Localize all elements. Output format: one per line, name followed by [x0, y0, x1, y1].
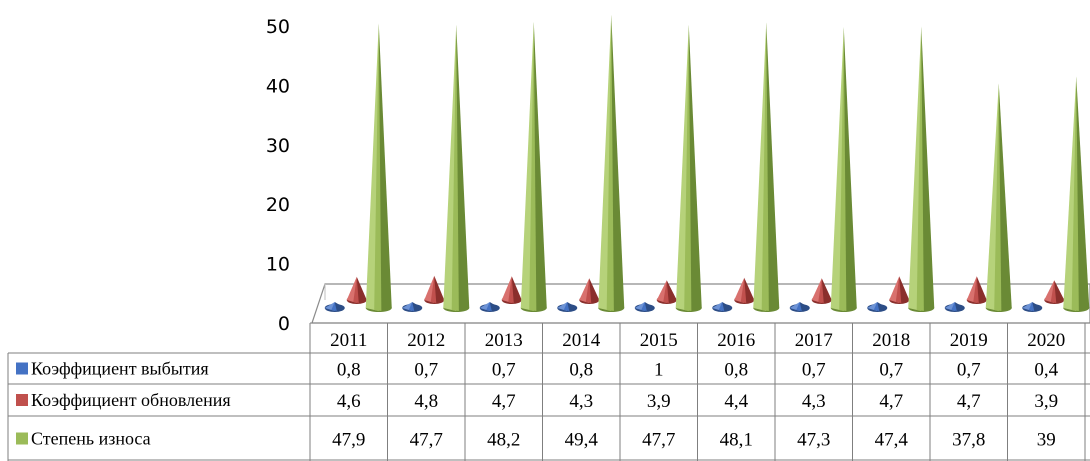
data-label: 0,7	[492, 360, 516, 381]
cone-bar	[424, 275, 445, 304]
x-tick-label: 2015	[640, 330, 678, 351]
data-label: 0,8	[724, 360, 748, 381]
cone-bar	[675, 24, 702, 312]
x-tick-label: 2011	[330, 330, 367, 351]
data-label: 4,8	[414, 391, 438, 412]
data-label: 47,4	[875, 430, 909, 451]
data-label: 0,4	[1034, 360, 1058, 381]
legend-swatch	[16, 394, 28, 406]
cone-bar	[634, 302, 655, 312]
x-tick-label: 2014	[562, 330, 601, 351]
cone-bar	[656, 280, 677, 304]
legend-label: Коэффициент обновления	[31, 390, 231, 410]
cone-bar	[712, 302, 733, 312]
cone-bar	[889, 276, 910, 304]
cone-bar	[944, 302, 965, 312]
cone-bar	[346, 276, 367, 304]
data-label: 0,7	[414, 360, 438, 381]
y-tick-label: 40	[266, 75, 290, 97]
cone-bar	[830, 27, 857, 312]
cone-bar	[365, 23, 392, 312]
data-label: 0,7	[957, 360, 981, 381]
cone-bar	[966, 276, 987, 304]
data-label: 47,7	[642, 430, 675, 451]
cone-bar	[1022, 302, 1043, 312]
plot-area	[324, 14, 1090, 312]
cone-bar	[985, 83, 1012, 312]
x-tick-label: 2019	[950, 330, 988, 351]
x-tick-label: 2018	[872, 330, 910, 351]
cone-bar	[324, 302, 345, 312]
data-label: 37,8	[952, 430, 985, 451]
data-label: 47,7	[410, 430, 443, 451]
y-tick-label: 30	[266, 135, 290, 157]
cone-bar	[1044, 280, 1065, 304]
cone-bar	[579, 278, 600, 304]
cone-bar	[867, 302, 888, 312]
cone-bar	[734, 277, 755, 304]
data-label: 48,1	[720, 430, 753, 451]
data-table: 2011 2012 2013 2014 2015 2016 2017 2018 2019 2020…	[7, 322, 1090, 461]
x-tick-label: 2017	[795, 330, 833, 351]
legend-swatch	[16, 432, 28, 445]
data-label: 49,4	[565, 430, 599, 451]
data-label: 0,7	[879, 360, 903, 381]
cone-bar	[1063, 76, 1090, 312]
y-axis: 0 10 20 30 40 50	[266, 16, 290, 335]
data-label: 48,2	[487, 430, 520, 451]
data-label: 3,9	[1034, 391, 1058, 412]
data-label: 39	[1037, 430, 1056, 451]
data-label: 4,7	[879, 391, 903, 412]
cone-bar	[443, 24, 470, 312]
data-label: 0,8	[569, 360, 593, 381]
data-label: 1	[654, 360, 664, 381]
cone-bar	[520, 21, 547, 312]
cone-bar	[598, 14, 625, 312]
x-tick-label: 2013	[485, 330, 523, 351]
cone-bar	[789, 302, 810, 312]
data-label: 47,3	[797, 430, 830, 451]
legend-label: Коэффициент выбытия	[31, 359, 209, 379]
data-label: 4,7	[492, 391, 516, 412]
legend-label: Степень износа	[31, 429, 151, 449]
x-tick-label: 2020	[1027, 330, 1065, 351]
legend-swatch	[16, 362, 28, 375]
data-label: 4,6	[337, 391, 361, 412]
data-label: 47,9	[332, 430, 365, 451]
cone-bar	[501, 276, 522, 304]
data-label: 4,3	[569, 391, 593, 412]
cone-bar	[402, 302, 423, 312]
cone-bar	[753, 22, 780, 312]
data-label: 0,7	[802, 360, 826, 381]
cone-bar	[908, 26, 935, 312]
data-label: 4,7	[957, 391, 981, 412]
cone-bar	[479, 302, 500, 312]
x-tick-label: 2016	[717, 330, 755, 351]
y-tick-label: 0	[278, 313, 290, 335]
cone-bar	[811, 278, 832, 304]
x-tick-label: 2012	[407, 330, 445, 351]
y-tick-label: 10	[266, 254, 290, 276]
data-label: 4,4	[724, 391, 748, 412]
data-label: 3,9	[647, 391, 671, 412]
data-label: 0,8	[337, 360, 361, 381]
cone-bar	[557, 302, 578, 312]
y-tick-label: 20	[266, 194, 290, 216]
data-label: 4,3	[802, 391, 826, 412]
y-tick-label: 50	[266, 16, 290, 38]
